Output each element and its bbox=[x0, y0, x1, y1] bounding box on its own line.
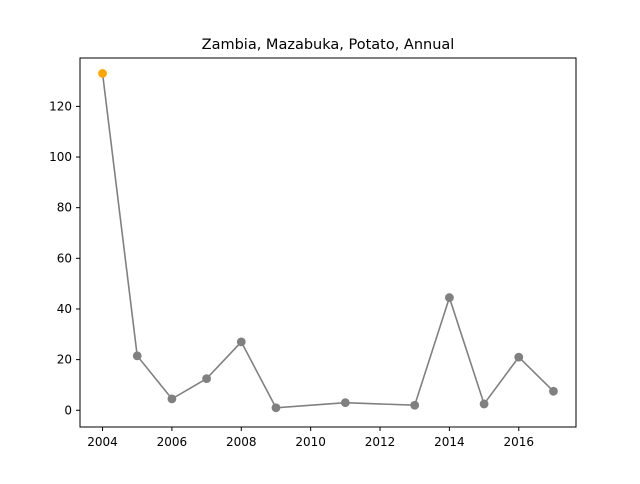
y-axis: 0 20 40 60 80 100 120 bbox=[49, 99, 80, 417]
data-point bbox=[549, 386, 558, 396]
x-tick-label: 2006 bbox=[157, 435, 188, 449]
y-tick-label: 60 bbox=[57, 251, 72, 265]
data-point bbox=[202, 374, 212, 384]
x-tick-label: 2004 bbox=[87, 435, 118, 449]
data-point bbox=[167, 394, 177, 404]
y-tick-label: 20 bbox=[57, 353, 72, 367]
y-tick-label: 120 bbox=[49, 99, 72, 113]
x-tick-label: 2014 bbox=[434, 435, 465, 449]
data-point bbox=[132, 351, 142, 361]
x-tick-label: 2016 bbox=[503, 435, 534, 449]
y-tick-label: 40 bbox=[57, 302, 72, 316]
y-tick-label: 0 bbox=[64, 403, 72, 417]
data-point bbox=[410, 400, 420, 410]
data-point bbox=[444, 293, 454, 302]
x-tick-label: 2012 bbox=[365, 435, 396, 449]
data-point bbox=[340, 398, 350, 408]
data-point bbox=[236, 337, 246, 347]
series-layer bbox=[98, 69, 558, 413]
y-tick-label: 80 bbox=[57, 201, 72, 215]
data-point bbox=[479, 399, 489, 409]
x-axis: 2004 2006 2008 2010 2012 2014 2016 bbox=[87, 427, 534, 449]
highlighted-data-point bbox=[98, 69, 107, 78]
x-tick-label: 2010 bbox=[295, 435, 326, 449]
series-line bbox=[101, 73, 555, 409]
chart-title: Zambia, Mazabuka, Potato, Annual bbox=[202, 37, 455, 53]
x-tick-label: 2008 bbox=[226, 435, 257, 449]
data-point bbox=[514, 352, 524, 362]
data-point bbox=[271, 403, 281, 413]
y-tick-label: 100 bbox=[49, 150, 72, 164]
plot-area bbox=[79, 57, 577, 428]
